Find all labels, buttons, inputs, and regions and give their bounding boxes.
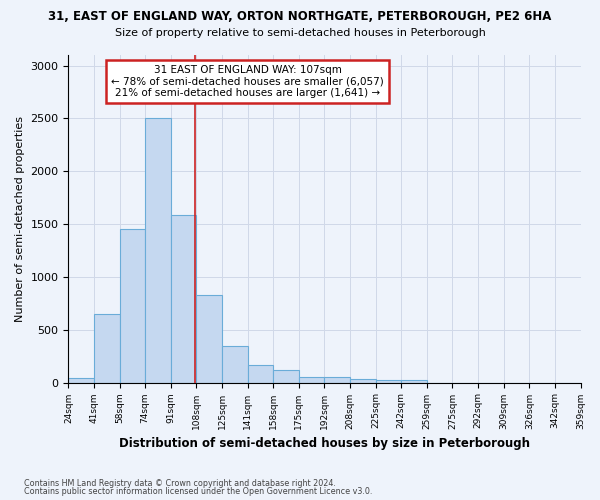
Text: Contains HM Land Registry data © Crown copyright and database right 2024.: Contains HM Land Registry data © Crown c…	[24, 478, 336, 488]
Text: 31 EAST OF ENGLAND WAY: 107sqm
← 78% of semi-detached houses are smaller (6,057): 31 EAST OF ENGLAND WAY: 107sqm ← 78% of …	[111, 65, 384, 98]
Text: 31, EAST OF ENGLAND WAY, ORTON NORTHGATE, PETERBOROUGH, PE2 6HA: 31, EAST OF ENGLAND WAY, ORTON NORTHGATE…	[49, 10, 551, 23]
Bar	[299, 377, 325, 382]
Bar	[68, 378, 94, 382]
Bar	[273, 370, 299, 382]
Bar	[325, 377, 350, 382]
X-axis label: Distribution of semi-detached houses by size in Peterborough: Distribution of semi-detached houses by …	[119, 437, 530, 450]
Text: Contains public sector information licensed under the Open Government Licence v3: Contains public sector information licen…	[24, 487, 373, 496]
Bar	[196, 295, 222, 382]
Bar	[248, 365, 273, 382]
Bar	[401, 380, 427, 382]
Bar	[350, 380, 376, 382]
Bar	[145, 118, 171, 382]
Bar	[94, 314, 119, 382]
Text: Size of property relative to semi-detached houses in Peterborough: Size of property relative to semi-detach…	[115, 28, 485, 38]
Y-axis label: Number of semi-detached properties: Number of semi-detached properties	[15, 116, 25, 322]
Bar	[376, 380, 401, 382]
Bar	[119, 230, 145, 382]
Bar	[171, 214, 196, 382]
Bar	[222, 346, 248, 383]
